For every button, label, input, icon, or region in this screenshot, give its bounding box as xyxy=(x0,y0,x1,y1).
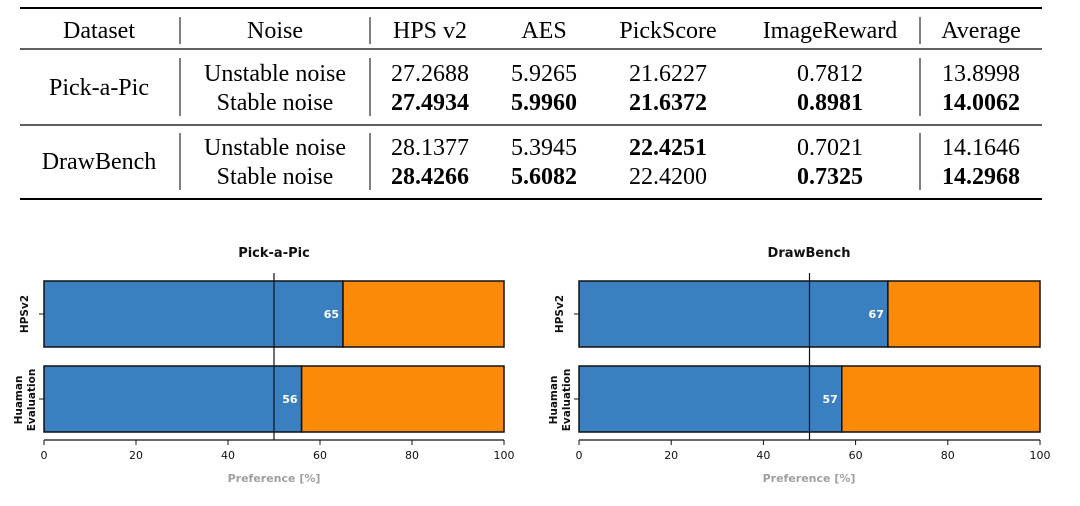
header-noise: Noise xyxy=(247,18,303,44)
y-category-label: HPSv2 xyxy=(554,295,566,333)
cell-value-best: 22.4251 xyxy=(629,135,707,161)
x-tick-label: 60 xyxy=(849,449,863,462)
noise-label: Unstable noise xyxy=(204,135,346,161)
x-tick-label: 40 xyxy=(756,449,770,462)
noise-label: Stable noise xyxy=(217,90,334,116)
cell-value-best: 0.8981 xyxy=(797,90,863,116)
noise-label: Stable noise xyxy=(217,164,334,190)
preference-charts: Pick-a-Pic Preference [%] HPSv2 HuamanEv… xyxy=(0,225,1080,501)
x-tick-label: 100 xyxy=(494,449,515,462)
x-tick-label: 20 xyxy=(664,449,678,462)
header-aes: AES xyxy=(521,18,566,44)
header-hps-v2: HPS v2 xyxy=(393,18,467,44)
header-imagereward: ImageReward xyxy=(763,18,898,44)
noise-label: Unstable noise xyxy=(204,61,346,87)
x-tick-label: 80 xyxy=(405,449,419,462)
bar-segment-other xyxy=(300,365,505,433)
y-category-label-line: Evaluation xyxy=(561,369,573,432)
bar-data-label: 65 xyxy=(324,308,339,321)
bar-segment-preferred xyxy=(43,280,344,348)
bar-segment-preferred xyxy=(578,280,889,348)
cell-value: 0.7812 xyxy=(797,61,863,87)
y-category-label-line: Evaluation xyxy=(26,369,38,432)
bar-segment-other xyxy=(841,365,1041,433)
bar-data-label: 57 xyxy=(822,393,837,406)
x-tick-label: 80 xyxy=(941,449,955,462)
bar-segment-other xyxy=(887,280,1041,348)
dataset-pick-a-pic: Pick-a-Pic xyxy=(49,75,149,101)
dataset-drawbench: DrawBench xyxy=(42,149,157,175)
x-tick-label: 100 xyxy=(1030,449,1051,462)
cell-value-best: 14.0062 xyxy=(942,90,1020,116)
x-tick-label: 0 xyxy=(41,449,48,462)
header-dataset: Dataset xyxy=(63,18,135,44)
header-pickscore: PickScore xyxy=(619,18,716,44)
cell-value-best: 14.2968 xyxy=(942,164,1020,190)
cell-value-best: 0.7325 xyxy=(797,164,863,190)
cell-value: 27.2688 xyxy=(391,61,469,87)
cell-value: 22.4200 xyxy=(629,164,707,190)
bar-data-label: 67 xyxy=(869,308,884,321)
preference-charts-svg: Pick-a-Pic Preference [%] HPSv2 HuamanEv… xyxy=(13,246,1051,485)
bar-data-label: 56 xyxy=(282,393,298,406)
cell-value: 5.9265 xyxy=(511,61,577,87)
y-category-label-line: Huaman xyxy=(13,376,25,425)
cell-value-best: 28.4266 xyxy=(391,164,469,190)
cell-value-best: 27.4934 xyxy=(391,90,469,116)
chart-title: DrawBench xyxy=(768,246,851,261)
header-average: Average xyxy=(941,18,1021,44)
y-category-label: HPSv2 xyxy=(19,295,31,333)
x-tick-label: 20 xyxy=(129,449,143,462)
chart-drawbench: DrawBench Preference [%] HPSv2 HuamanEva… xyxy=(548,246,1051,485)
results-table: Dataset Noise HPS v2 AES PickScore Image… xyxy=(0,0,1080,210)
cell-value: 21.6227 xyxy=(629,61,707,87)
bar-segment-preferred xyxy=(578,365,843,433)
chart-title: Pick-a-Pic xyxy=(238,246,310,261)
cell-value: 14.1646 xyxy=(942,135,1020,161)
svg-text:HuamanEvaluation: HuamanEvaluation xyxy=(13,369,38,432)
y-category-label-line: Huaman xyxy=(548,376,560,425)
cell-value: 28.1377 xyxy=(391,135,469,161)
cell-value-best: 5.9960 xyxy=(511,90,577,116)
x-tick-label: 60 xyxy=(313,449,327,462)
cell-value: 5.3945 xyxy=(511,135,577,161)
cell-value: 0.7021 xyxy=(797,135,863,161)
x-tick-label: 0 xyxy=(576,449,583,462)
results-table-svg: Dataset Noise HPS v2 AES PickScore Image… xyxy=(20,7,1042,200)
cell-value-best: 21.6372 xyxy=(629,90,707,116)
cell-value: 13.8998 xyxy=(942,61,1020,87)
x-tick-label: 40 xyxy=(221,449,235,462)
cell-value-best: 5.6082 xyxy=(511,164,577,190)
x-axis-label: Preference [%] xyxy=(228,472,321,485)
chart-pick-a-pic: Pick-a-Pic Preference [%] HPSv2 HuamanEv… xyxy=(13,246,515,485)
x-axis-label: Preference [%] xyxy=(763,472,856,485)
svg-text:HuamanEvaluation: HuamanEvaluation xyxy=(548,369,573,432)
bar-segment-preferred xyxy=(43,365,303,433)
bar-segment-other xyxy=(342,280,505,348)
